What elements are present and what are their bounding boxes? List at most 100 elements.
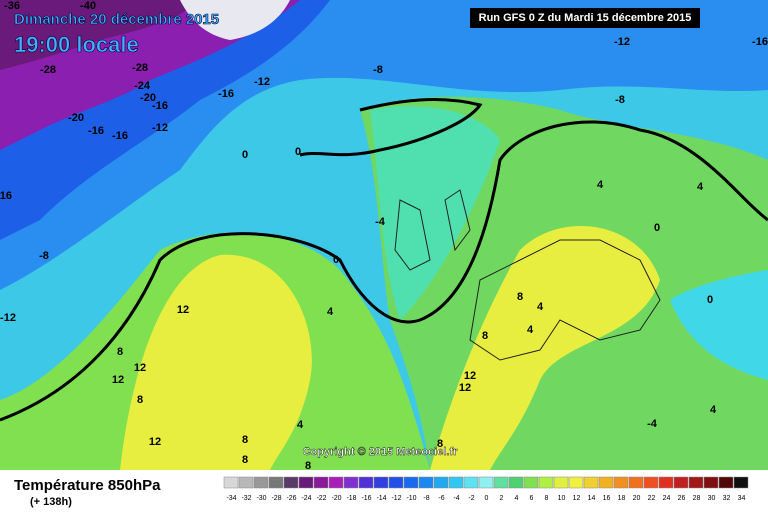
zero-isotherm-north	[299, 98, 483, 157]
colorbar-label: -10	[406, 495, 416, 502]
contour-label: -36	[4, 0, 20, 12]
forecast-time: 19:00 locale	[14, 32, 139, 57]
warm-core-west	[120, 254, 312, 470]
contour-label: -4	[647, 418, 658, 430]
contour-label: -16	[112, 130, 128, 142]
colorbar-label: 20	[633, 495, 641, 502]
contour-label: 8	[242, 454, 248, 466]
contour-label: 0	[707, 294, 713, 306]
colorbar-swatch	[463, 476, 479, 489]
colorbar-swatch	[433, 476, 449, 489]
colorbar-swatch	[358, 476, 374, 489]
contour-label: 12	[459, 382, 471, 394]
colorbar-swatch	[598, 476, 614, 489]
run-box	[470, 8, 700, 28]
contour-label: 4	[597, 179, 604, 191]
colorbar-label: -28	[271, 495, 281, 502]
contour-label: -16	[0, 190, 12, 202]
colorbar-label: 8	[545, 495, 549, 502]
contour-label: -4	[375, 216, 386, 228]
contour-label: -16	[752, 36, 768, 48]
colorbar-label: 28	[693, 495, 701, 502]
colorbar-label: -20	[331, 495, 341, 502]
colorbar-label: -8	[423, 495, 429, 502]
colorbar-swatch	[583, 476, 599, 489]
contour-label: 8	[137, 394, 143, 406]
colorbar-swatch	[493, 476, 509, 489]
colorbar-label: -34	[226, 495, 236, 502]
colorbar-swatch	[373, 476, 389, 489]
colorbar-label: 10	[558, 495, 566, 502]
colorbar: -34 -32 -30 -28 -26 -24 -22 -20 -18 -16 -14 -12 -10-…	[223, 476, 749, 502]
contour-label: 4	[710, 404, 717, 416]
colorbar-label: -2	[468, 495, 474, 502]
colorbar-swatch	[298, 476, 314, 489]
contour-label: 4	[537, 301, 544, 313]
contour-label: -12	[254, 76, 270, 88]
colorbar-label: 16	[603, 495, 611, 502]
colorbar-label: -4	[453, 495, 459, 502]
greenland-ice	[180, 0, 290, 40]
contour-label: 8	[117, 346, 123, 358]
colorbar-label: 22	[648, 495, 656, 502]
warm-core-europe	[430, 226, 660, 470]
colorbar-label: -22	[316, 495, 326, 502]
colorbar-label: 18	[618, 495, 626, 502]
contour-label: 8	[437, 438, 443, 450]
colorbar-swatch	[478, 476, 494, 489]
run-info: Run GFS 0 Z du Mardi 15 décembre 2015	[479, 12, 692, 24]
colorbar-label: -18	[346, 495, 356, 502]
contour-label: -24	[134, 80, 151, 92]
colorbar-swatch	[223, 476, 239, 489]
contour-label: -16	[152, 100, 168, 112]
colorbar-swatch	[523, 476, 539, 489]
colorbar-swatch	[658, 476, 674, 489]
colorbar-label: -32	[241, 495, 251, 502]
contour-label: 4	[697, 181, 704, 193]
colorbar-label: 4	[515, 495, 519, 502]
contour-label: 8	[482, 330, 488, 342]
colorbar-swatch	[703, 476, 719, 489]
mild-atlantic	[370, 106, 500, 320]
colorbar-swatch	[733, 476, 749, 489]
coastlines	[394, 189, 661, 361]
colorbar-swatch	[613, 476, 629, 489]
contour-label: 0	[242, 149, 248, 161]
colorbar-swatch	[313, 476, 329, 489]
colorbar-swatch	[628, 476, 644, 489]
colorbar-swatch	[418, 476, 434, 489]
colorbar-label: 12	[573, 495, 581, 502]
colorbar-swatch	[568, 476, 584, 489]
contour-label: -16	[88, 125, 104, 137]
contour-label: 12	[112, 374, 124, 386]
colorbar-swatch	[388, 476, 404, 489]
contour-label: -16	[218, 88, 234, 100]
colorbar-label: -24	[301, 495, 311, 502]
contour-label: 0	[333, 254, 339, 266]
colorbar-swatch	[538, 476, 554, 489]
contour-label: -8	[39, 250, 49, 262]
contour-label: 0	[295, 146, 301, 158]
contour-label: -40	[80, 0, 96, 12]
colorbar-swatch	[328, 476, 344, 489]
colorbar-swatch	[253, 476, 269, 489]
colorbar-label: 26	[678, 495, 686, 502]
colorbar-swatch	[343, 476, 359, 489]
contour-label: -28	[132, 62, 148, 74]
contour-label: 8	[242, 434, 248, 446]
contour-label: 8	[517, 291, 523, 303]
contour-label: 4	[297, 419, 304, 431]
colorbar-label: 0	[485, 495, 489, 502]
colorbar-label: 30	[708, 495, 716, 502]
colorbar-swatch	[448, 476, 464, 489]
contour-label: -12	[614, 36, 630, 48]
contour-label: 12	[177, 304, 189, 316]
contour-label: 12	[149, 436, 161, 448]
colorbar-label: -30	[256, 495, 266, 502]
cool-east	[670, 270, 768, 380]
colorbar-label: 32	[723, 495, 731, 502]
colorbar-swatch	[553, 476, 569, 489]
colorbar-swatch	[268, 476, 284, 489]
colorbar-label: -16	[361, 495, 371, 502]
